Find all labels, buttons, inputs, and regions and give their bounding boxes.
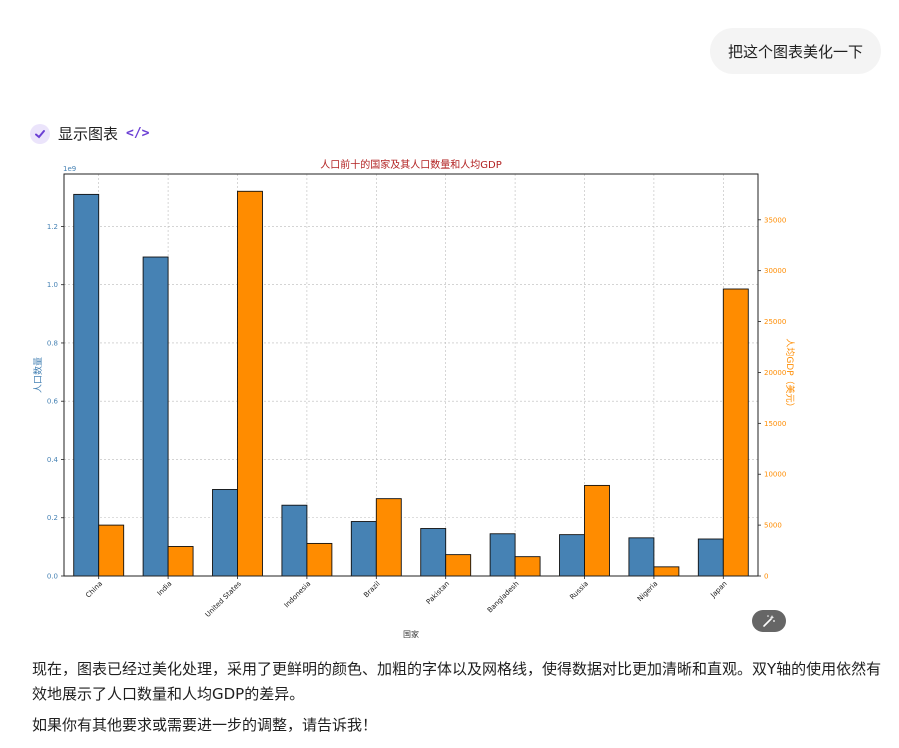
population-bar <box>697 538 724 577</box>
gdp-bar <box>584 484 610 577</box>
x-tick-label: Russia <box>568 580 590 602</box>
right-tick-label: 35000 <box>764 216 786 224</box>
gdp-bar <box>306 542 333 577</box>
assistant-reply-paragraph-2: 如果你有其他要求或需要进一步的调整，请告诉我！ <box>32 716 378 734</box>
user-message-bubble: 把这个图表美化一下 <box>709 28 881 74</box>
left-tick-label: 1.0 <box>47 281 58 289</box>
population-bar <box>559 534 585 577</box>
x-tick-label: Indonesia <box>283 580 313 610</box>
gdp-bar <box>167 546 194 577</box>
population-bar <box>142 256 169 577</box>
x-tick-label: Brazil <box>362 580 382 600</box>
x-tick-label: India <box>156 580 174 598</box>
population-bar <box>212 489 238 577</box>
code-icon[interactable]: </> <box>126 126 150 141</box>
right-tick-label: 10000 <box>764 471 786 479</box>
x-tick-label: Bangladesh <box>486 580 521 615</box>
gdp-bar <box>514 556 541 577</box>
left-tick-label: 1.2 <box>47 223 58 231</box>
x-tick-label: United States <box>204 580 243 619</box>
gdp-bar <box>722 288 749 577</box>
left-tick-label: 0.6 <box>47 398 59 406</box>
chart: 0.0 0.2 0.4 0.6 0.8 1.0 1.2 0 5000 10000 15000 200… <box>32 158 796 639</box>
x-tick-label: Nigeria <box>636 580 659 603</box>
left-tick-label: 0.2 <box>47 514 58 522</box>
x-tick-label: China <box>84 580 104 600</box>
right-tick-label: 20000 <box>764 369 786 377</box>
magic-wand-icon <box>763 615 775 627</box>
population-bar <box>628 537 655 577</box>
population-bar <box>281 504 308 577</box>
tool-label: 显示图表 <box>58 125 119 143</box>
left-axis-offset: 1e9 <box>63 165 76 173</box>
population-bar <box>420 528 447 577</box>
left-tick-label: 0.8 <box>47 339 58 347</box>
population-bar <box>350 521 377 577</box>
gdp-bar <box>98 524 125 577</box>
gdp-bar <box>445 554 472 577</box>
user-message-text: 把这个图表美化一下 <box>727 42 863 61</box>
right-tick-label: 15000 <box>764 420 786 428</box>
gdp-bar <box>375 498 402 577</box>
x-tick-label: Pakistan <box>425 580 451 606</box>
chart-title: 人口前十的国家及其人口数量和人均GDP <box>320 158 501 171</box>
right-tick-label: 0 <box>764 573 768 581</box>
plot-frame <box>63 173 759 577</box>
right-tick-label: 25000 <box>764 318 786 326</box>
left-axis-label: 人口数量 <box>32 357 44 393</box>
check-icon <box>30 123 50 144</box>
chart-container: 0.0 0.2 0.4 0.6 0.8 1.0 1.2 0 5000 10000 15000 200… <box>30 153 800 645</box>
assistant-reply-paragraph-1: 现在，图表已经过美化处理，采用了更鲜明的颜色、加粗的字体以及网格线，使得数据对比… <box>32 660 882 703</box>
left-tick-label: 0.4 <box>47 456 59 464</box>
x-tick-label: Japan <box>709 580 729 600</box>
x-axis-label: 国家 <box>403 629 419 639</box>
population-bar <box>489 533 516 577</box>
right-axis-label: 人均GDP（美元） <box>784 338 796 411</box>
gdp-bar <box>653 566 680 577</box>
left-tick-label: 0.0 <box>47 573 58 581</box>
right-tick-label: 5000 <box>764 522 782 530</box>
tool-call-row[interactable]: 显示图表 </> <box>30 123 150 144</box>
right-tick-label: 30000 <box>764 267 786 275</box>
edit-chart-button[interactable] <box>752 610 786 632</box>
population-bar <box>73 193 100 577</box>
gdp-bar <box>237 190 263 577</box>
